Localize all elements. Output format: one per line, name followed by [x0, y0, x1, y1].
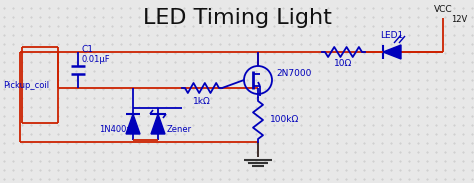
Polygon shape	[126, 114, 140, 134]
Polygon shape	[151, 114, 165, 134]
Text: 12V: 12V	[451, 16, 467, 25]
Text: 10Ω: 10Ω	[334, 59, 353, 68]
Text: Pickup_coil: Pickup_coil	[3, 81, 49, 89]
Text: VCC: VCC	[434, 5, 452, 14]
Text: 100kΩ: 100kΩ	[270, 115, 299, 124]
Text: Zener: Zener	[167, 126, 192, 135]
Polygon shape	[383, 45, 401, 59]
Text: LED Timing Light: LED Timing Light	[143, 8, 331, 28]
Text: 2N7000: 2N7000	[276, 70, 311, 79]
Text: 0.01μF: 0.01μF	[82, 55, 110, 64]
Text: LED1: LED1	[380, 31, 404, 40]
Text: 1kΩ: 1kΩ	[193, 98, 211, 107]
Text: C1: C1	[82, 46, 94, 55]
Text: 1N400x: 1N400x	[99, 126, 131, 135]
